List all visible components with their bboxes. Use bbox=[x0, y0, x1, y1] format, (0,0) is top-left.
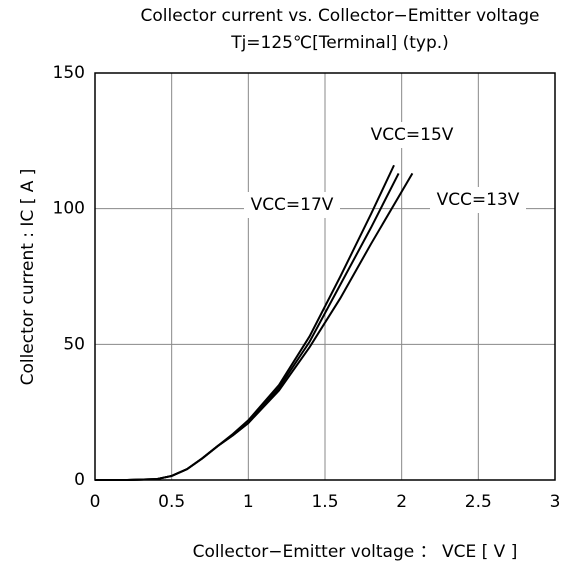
x-tick-label: 2 bbox=[396, 492, 407, 512]
label-background bbox=[244, 192, 340, 218]
chart-subtitle: Tj=125℃[Terminal] (typ.) bbox=[230, 33, 449, 53]
y-axis-label: Collector current : IC [ A ] bbox=[18, 169, 38, 386]
series-line bbox=[95, 172, 400, 481]
series-line bbox=[95, 172, 414, 481]
label-background bbox=[364, 122, 460, 148]
series-label: VCC=13V bbox=[437, 190, 520, 210]
x-axis-label: Collector−Emitter voltage ： VCE [ V ] bbox=[193, 542, 518, 562]
x-tick-label: 3 bbox=[550, 492, 561, 512]
x-tick-label: 0 bbox=[90, 492, 101, 512]
y-tick-label: 50 bbox=[63, 334, 85, 354]
label-background bbox=[430, 187, 526, 213]
y-tick-label: 150 bbox=[53, 63, 85, 83]
plot-frame bbox=[94, 72, 556, 481]
x-tick-label: 0.5 bbox=[158, 492, 185, 512]
y-tick-label: 100 bbox=[53, 199, 85, 219]
x-tick-label: 2.5 bbox=[465, 492, 492, 512]
y-tick-label: 0 bbox=[74, 470, 85, 490]
series-label: VCC=15V bbox=[371, 125, 454, 145]
x-tick-label: 1 bbox=[243, 492, 254, 512]
chart-title: Collector current vs. Collector−Emitter … bbox=[141, 6, 540, 26]
x-tick-label: 1.5 bbox=[311, 492, 338, 512]
series-label: VCC=17V bbox=[251, 195, 334, 215]
